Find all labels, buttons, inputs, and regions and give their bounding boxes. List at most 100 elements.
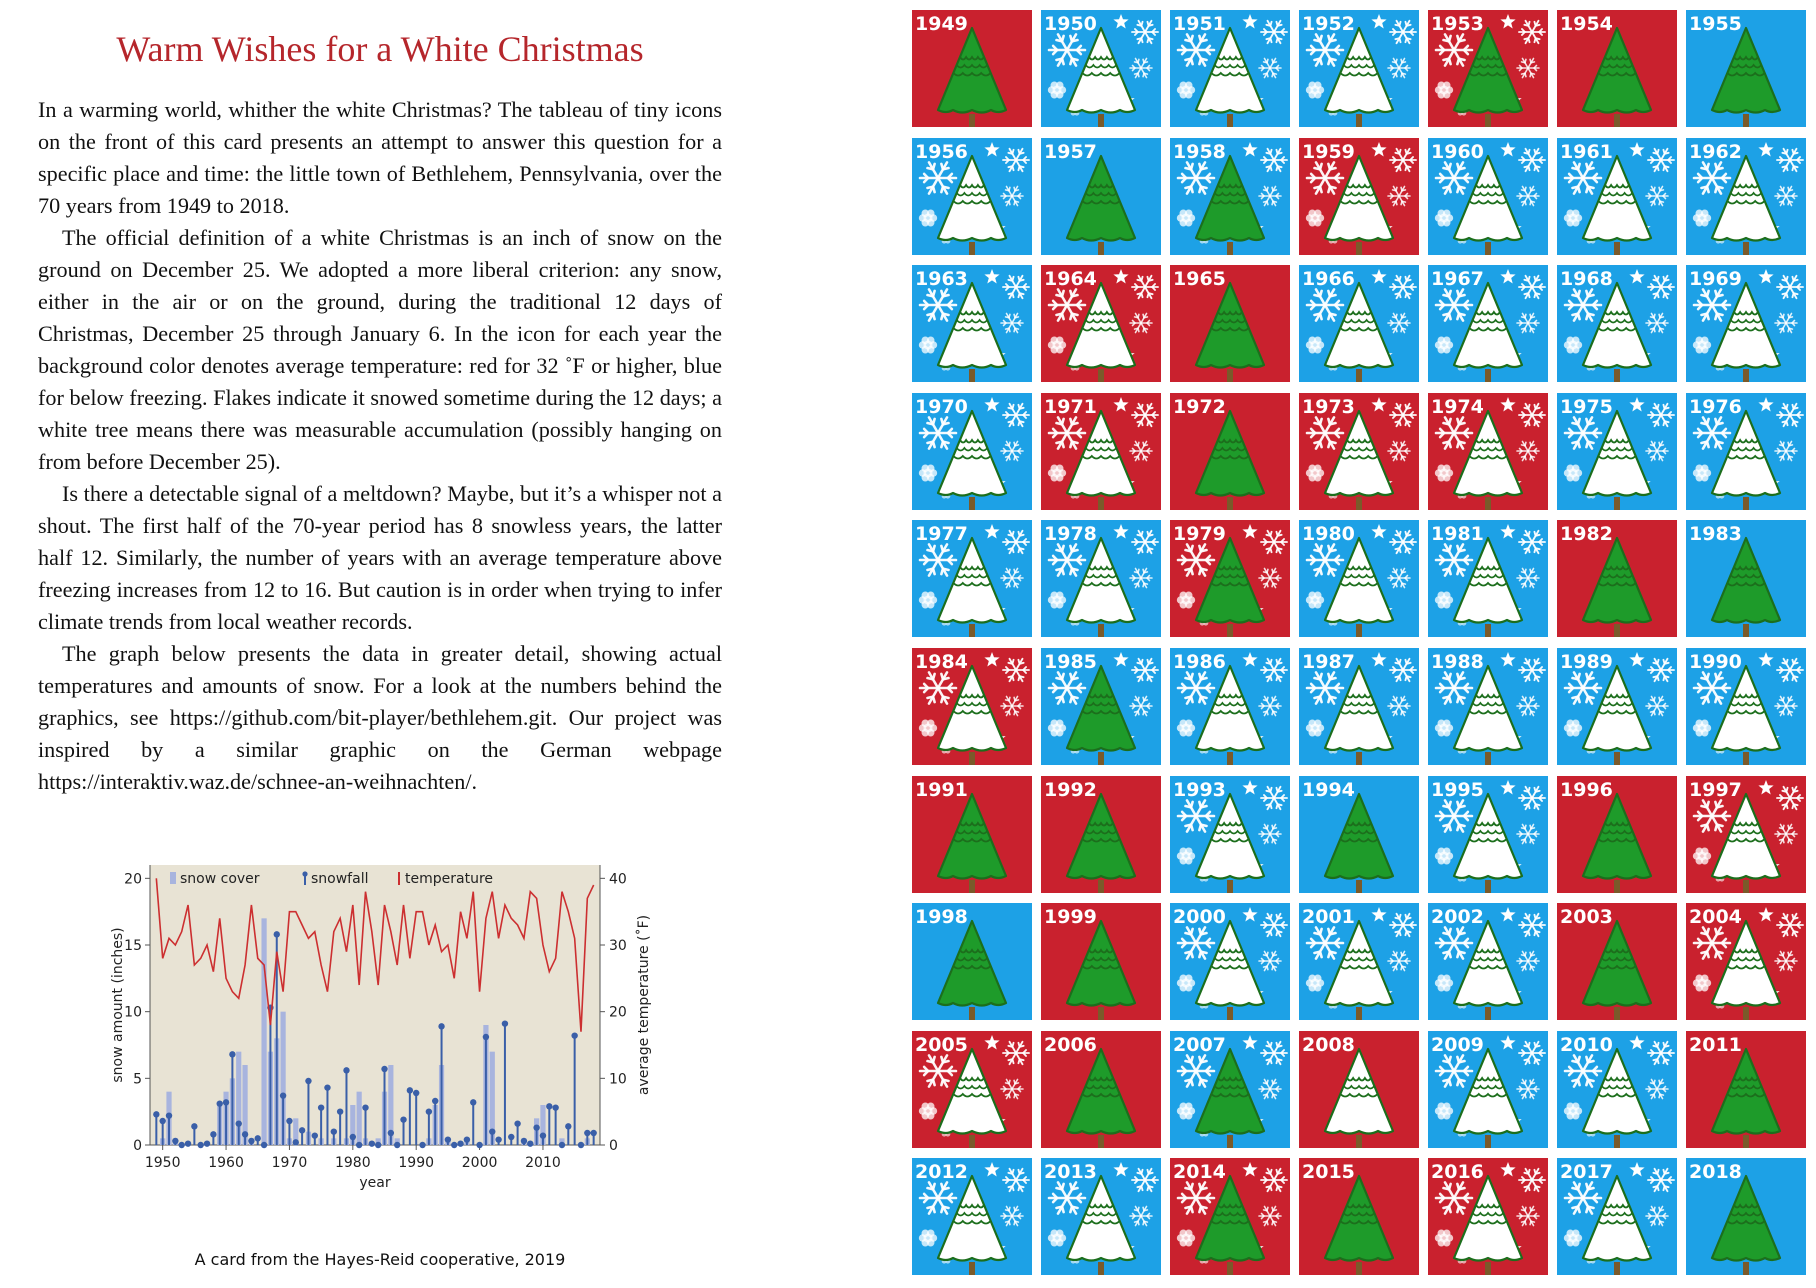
star-icon: [1113, 269, 1129, 284]
year-tile: 1983: [1686, 520, 1806, 638]
star-icon: [1758, 269, 1774, 284]
snowfall-point: [558, 1141, 566, 1149]
snowflake-icon: [918, 415, 958, 450]
snowflake-icon: [1434, 847, 1454, 865]
tile-year-label: 1983: [1689, 523, 1742, 545]
snowflake-icon: [1389, 402, 1417, 427]
snowflake-icon: [1000, 440, 1024, 462]
snowfall-point: [260, 1141, 268, 1149]
y-tick-label: 5: [133, 1071, 142, 1087]
year-tile: 1961: [1557, 137, 1677, 255]
tree-icon: [1323, 154, 1395, 255]
snowflake-icon: [1260, 657, 1288, 683]
snowfall-point: [577, 1141, 585, 1149]
snowflake-icon: [1692, 209, 1712, 227]
year-tile: 1977: [912, 520, 1032, 638]
snow-decoration: [1176, 141, 1288, 244]
snowflake-icon: [1002, 1040, 1030, 1065]
snowflake-icon: [1516, 695, 1540, 717]
y2-axis-label: average temperature (˚F): [635, 915, 652, 1095]
year-tile: 1972: [1170, 392, 1290, 510]
tile-year-label: 2017: [1560, 1161, 1613, 1183]
star-icon: [1113, 396, 1129, 412]
tile-year-label: 2001: [1302, 906, 1355, 928]
tree-icon: [1194, 664, 1266, 765]
snow-cover-bar: [356, 1091, 362, 1145]
tree-icon: [1581, 1047, 1653, 1148]
tree-icon: [1581, 537, 1653, 638]
snowfall-point: [343, 1067, 350, 1074]
tile-year-label: 2008: [1302, 1034, 1355, 1056]
snow-decoration: [1176, 524, 1288, 627]
star-icon: [1758, 652, 1774, 667]
snowflake-icon: [1305, 33, 1345, 67]
year-tile: 2009: [1428, 1030, 1548, 1148]
snowflake-icon: [1387, 950, 1411, 972]
tile-year-label: 1966: [1302, 268, 1355, 290]
tree-icon: [1065, 792, 1137, 893]
snowflake-icon: [1434, 543, 1474, 578]
x-axis-label: year: [359, 1175, 390, 1191]
year-tile: 1990: [1686, 648, 1806, 765]
snowflake-icon: [1258, 185, 1282, 206]
tree-icon: [1581, 1175, 1653, 1276]
snowflake-icon: [1176, 543, 1216, 578]
snowflake-icon: [1258, 695, 1282, 717]
tree-icon: [1710, 664, 1782, 765]
snowflake-icon: [1176, 798, 1216, 833]
snow-decoration: [1305, 141, 1417, 244]
tile-year-label: 1953: [1431, 13, 1484, 35]
snowflake-icon: [1692, 415, 1732, 450]
year-tile: 1992: [1041, 775, 1161, 893]
snowfall-point: [539, 1132, 547, 1139]
snowfall-point: [349, 1133, 357, 1141]
snowflake-icon: [918, 160, 958, 195]
snowflake-icon: [1129, 440, 1153, 462]
star-icon: [1113, 1162, 1129, 1177]
tile-year-label: 1997: [1689, 779, 1742, 801]
tree-icon: [1194, 26, 1266, 127]
snowflake-icon: [1516, 1078, 1540, 1100]
snowflake-icon: [1774, 950, 1798, 972]
year-tile: 1998: [912, 903, 1032, 1021]
snowfall-point: [514, 1120, 521, 1127]
tile-year-label: 2018: [1689, 1161, 1742, 1183]
snowflake-icon: [1260, 530, 1288, 555]
snowflake-icon: [1305, 288, 1345, 323]
year-tile: 1971: [1041, 392, 1161, 510]
tile-year-label: 2003: [1560, 906, 1613, 928]
year-tile: 1973: [1299, 392, 1419, 510]
snow-cover-bar: [293, 1118, 299, 1145]
y2-tick-label: 30: [609, 938, 627, 954]
year-tile: 1976: [1686, 392, 1806, 510]
snow-decoration: [918, 524, 1030, 627]
star-icon: [1371, 269, 1387, 284]
snow-cover-bar: [394, 1138, 400, 1145]
tile-year-label: 1957: [1044, 141, 1097, 163]
tile-year-label: 1969: [1689, 268, 1742, 290]
x-tick-label: 1970: [272, 1155, 308, 1171]
snow-decoration: [1692, 396, 1804, 499]
snowfall-point: [241, 1131, 249, 1138]
tree-icon: [1323, 792, 1395, 893]
tile-year-label: 1971: [1044, 396, 1097, 418]
snowflake-icon: [1047, 288, 1087, 323]
snow-cover-bar: [540, 1105, 546, 1145]
snowflake-icon: [1518, 657, 1546, 683]
snowflake-icon: [1047, 81, 1067, 99]
star-icon: [1758, 779, 1774, 795]
snowfall-point: [552, 1104, 559, 1111]
snowflake-icon: [1518, 1040, 1546, 1065]
year-tile: 2005: [912, 1030, 1032, 1148]
star-icon: [1371, 141, 1387, 157]
tree-icon: [1710, 282, 1782, 383]
snowflake-icon: [1563, 671, 1603, 705]
year-tile: 1974: [1428, 392, 1548, 510]
tile-year-label: 2007: [1173, 1034, 1226, 1056]
snowflake-icon: [1305, 926, 1345, 961]
snowflake-icon: [1176, 1053, 1216, 1088]
snowflake-icon: [1002, 657, 1030, 683]
snowfall-point: [273, 931, 280, 938]
star-icon: [1242, 524, 1258, 539]
snowflake-icon: [1176, 926, 1216, 961]
